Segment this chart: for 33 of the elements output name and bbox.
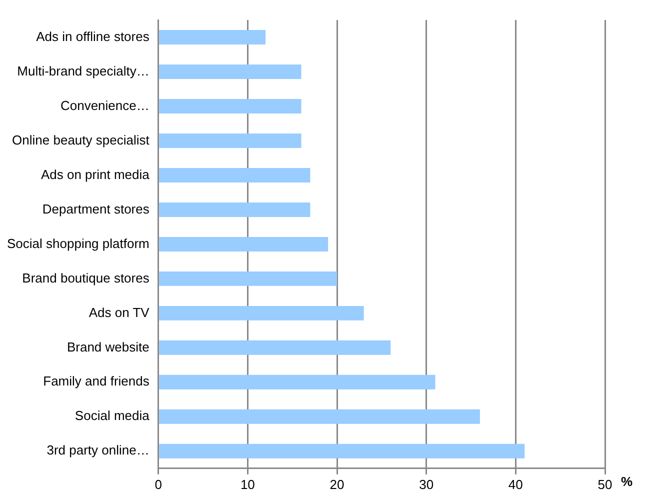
bar [159,133,302,148]
x-tick-label: 10 [240,476,255,492]
y-tick-label: 3rd party online… [46,442,150,458]
bar [159,30,266,44]
bar [159,306,364,320]
bar [159,98,302,114]
x-tick-label: 0 [154,476,162,492]
y-tick-label: Ads in offline stores [36,28,150,44]
y-tick-label: Family and friends [43,374,150,389]
y-tick-label: Online beauty specialist [12,132,150,148]
x-axis-title: % [621,474,633,489]
y-tick-label: Ads on TV [88,304,150,320]
bar [159,202,310,217]
bar [159,168,310,182]
x-tick-label: 50 [598,476,612,492]
x-tick-label: 30 [419,476,434,492]
bar [159,409,480,424]
bar [159,271,338,286]
x-tick-label: 40 [508,476,523,492]
bar [159,340,391,355]
bar [159,64,302,79]
y-tick-label: Multi-brand specialty… [17,63,150,78]
bar [159,444,525,458]
y-tick-label: Ads on print media [40,166,150,182]
y-tick-label: Social shopping platform [7,236,150,251]
x-tick-label: 20 [330,476,344,492]
y-tick-label: Convenience… [60,98,150,113]
y-tick-label: Social media [74,408,150,424]
bar [159,374,436,390]
y-tick-label: Department stores [42,201,150,216]
y-tick-label: Brand boutique stores [22,270,150,286]
bar [159,236,328,252]
y-tick-label: Brand website [66,339,150,354]
